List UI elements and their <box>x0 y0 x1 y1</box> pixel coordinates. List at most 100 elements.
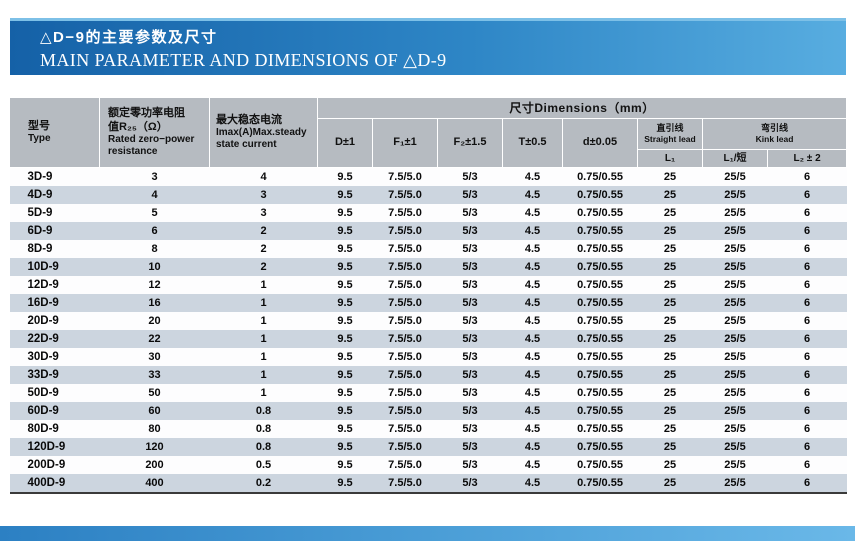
value-cell: 9.5 <box>337 459 353 471</box>
type-cell: 16D-9 <box>27 297 59 309</box>
value-cell: 16 <box>148 297 161 309</box>
value-cell: 6 <box>803 333 811 345</box>
table-row: 20D-9 20 1 9.5 7.5/5.0 5/3 4.5 0.75/0.55 25 25/5 6 <box>9 312 847 330</box>
table-row: 22D-9 22 1 9.5 7.5/5.0 5/3 4.5 0.75/0.55 25 25/5 6 <box>9 330 847 348</box>
value-cell: 6 <box>803 207 811 219</box>
title-banner: △D−9的主要参数及尺寸 MAIN PARAMETER AND DIMENSIO… <box>10 18 846 75</box>
value-cell: 0.75/0.55 <box>577 171 623 183</box>
value-cell: 4.5 <box>524 459 541 471</box>
value-cell: 0.75/0.55 <box>577 387 623 399</box>
value-cell: 20 <box>148 315 161 327</box>
type-cell: 200D-9 <box>27 459 66 471</box>
value-cell: 9.5 <box>337 189 353 201</box>
value-cell: 25 <box>663 297 677 309</box>
value-cell: 25/5 <box>724 171 746 183</box>
type-cell: 3D-9 <box>27 171 53 183</box>
value-cell: 6 <box>803 477 811 489</box>
col-header-resistance-en2: resistance <box>108 145 158 157</box>
col-header-straight-lead-zh: 直引线 <box>656 123 684 134</box>
value-cell: 6 <box>803 405 811 417</box>
value-cell: 3 <box>260 207 267 219</box>
value-cell: 25/5 <box>724 189 746 201</box>
type-cell: 120D-9 <box>27 441 66 453</box>
page-title-zh: △D−9的主要参数及尺寸 <box>40 29 218 46</box>
value-cell: 1 <box>260 315 267 327</box>
value-cell: 200 <box>145 459 164 471</box>
value-cell: 0.8 <box>255 405 272 417</box>
value-cell: 0.75/0.55 <box>577 369 623 381</box>
value-cell: 9.5 <box>337 297 353 309</box>
type-cell: 6D-9 <box>27 225 53 237</box>
value-cell: 1 <box>260 387 267 399</box>
value-cell: 25/5 <box>724 261 746 273</box>
value-cell: 5/3 <box>462 369 478 381</box>
value-cell: 0.75/0.55 <box>577 279 623 291</box>
table-row: 50D-9 50 1 9.5 7.5/5.0 5/3 4.5 0.75/0.55 25 25/5 6 <box>9 384 847 402</box>
type-cell: 50D-9 <box>27 387 59 399</box>
value-cell: 25 <box>663 189 677 201</box>
col-header-resistance-en1: Rated zero−power <box>108 133 195 145</box>
table-header: 型号 Type 额定零功率电阻 值R₂₅（Ω） Rated zero−power… <box>9 97 848 168</box>
type-cell: 10D-9 <box>27 261 59 273</box>
col-header-d: D±1 <box>317 118 373 168</box>
value-cell: 9.5 <box>337 261 353 273</box>
value-cell: 7.5/5.0 <box>388 441 422 453</box>
value-cell: 25 <box>663 423 677 435</box>
col-header-kink-lead-en: Kink lead <box>755 134 794 145</box>
value-cell: 5/3 <box>462 333 478 345</box>
value-cell: 0.75/0.55 <box>577 477 623 489</box>
value-cell: 7.5/5.0 <box>388 189 422 201</box>
value-cell: 5/3 <box>462 387 478 399</box>
value-cell: 25/5 <box>724 387 746 399</box>
value-cell: 25 <box>663 207 677 219</box>
parameters-table: 型号 Type 额定零功率电阻 值R₂₅（Ω） Rated zero−power… <box>9 97 848 494</box>
value-cell: 25/5 <box>724 279 746 291</box>
type-cell: 60D-9 <box>27 405 59 417</box>
col-header-resistance: 额定零功率电阻 值R₂₅（Ω） Rated zero−power resista… <box>99 97 210 168</box>
value-cell: 9.5 <box>337 351 353 363</box>
value-cell: 9.5 <box>337 405 353 417</box>
value-cell: 25/5 <box>724 477 746 489</box>
value-cell: 2 <box>260 261 267 273</box>
value-cell: 7.5/5.0 <box>388 297 422 309</box>
value-cell: 12 <box>148 279 161 291</box>
value-cell: 7.5/5.0 <box>388 369 422 381</box>
value-cell: 30 <box>148 351 161 363</box>
value-cell: 5/3 <box>462 171 478 183</box>
value-cell: 25 <box>663 279 677 291</box>
table-row: 30D-9 30 1 9.5 7.5/5.0 5/3 4.5 0.75/0.55 25 25/5 6 <box>9 348 847 366</box>
value-cell: 25 <box>663 243 677 255</box>
value-cell: 25/5 <box>724 297 746 309</box>
value-cell: 25 <box>663 225 677 237</box>
value-cell: 5/3 <box>462 207 478 219</box>
value-cell: 0.75/0.55 <box>577 243 623 255</box>
value-cell: 9.5 <box>337 369 353 381</box>
value-cell: 5 <box>151 207 158 219</box>
type-cell: 33D-9 <box>27 369 59 381</box>
value-cell: 4.5 <box>524 333 541 345</box>
value-cell: 0.75/0.55 <box>577 333 623 345</box>
value-cell: 1 <box>260 279 267 291</box>
table-row: 12D-9 12 1 9.5 7.5/5.0 5/3 4.5 0.75/0.55 25 25/5 6 <box>9 276 847 294</box>
value-cell: 22 <box>148 333 161 345</box>
table-row: 10D-9 10 2 9.5 7.5/5.0 5/3 4.5 0.75/0.55 25 25/5 6 <box>9 258 847 276</box>
value-cell: 5/3 <box>462 243 478 255</box>
col-header-straight-lead-en: Straight lead <box>644 134 696 145</box>
value-cell: 4.5 <box>524 423 541 435</box>
table-row: 4D-9 4 3 9.5 7.5/5.0 5/3 4.5 0.75/0.55 25 25/5 6 <box>9 186 847 204</box>
value-cell: 4.5 <box>524 477 541 489</box>
value-cell: 0.75/0.55 <box>577 189 623 201</box>
value-cell: 5/3 <box>462 477 478 489</box>
value-cell: 2 <box>260 243 267 255</box>
value-cell: 0.5 <box>255 459 272 471</box>
col-header-resistance-zh2: 值R₂₅（Ω） <box>108 120 168 133</box>
col-header-imax-en1: Imax(A)Max.steady <box>216 127 307 139</box>
value-cell: 6 <box>803 171 811 183</box>
value-cell: 25/5 <box>724 243 746 255</box>
value-cell: 4.5 <box>524 225 541 237</box>
table-row: 16D-9 16 1 9.5 7.5/5.0 5/3 4.5 0.75/0.55 25 25/5 6 <box>9 294 847 312</box>
value-cell: 25 <box>663 405 677 417</box>
col-header-t: T±0.5 <box>502 118 563 168</box>
value-cell: 25 <box>663 261 677 273</box>
value-cell: 7.5/5.0 <box>388 387 422 399</box>
